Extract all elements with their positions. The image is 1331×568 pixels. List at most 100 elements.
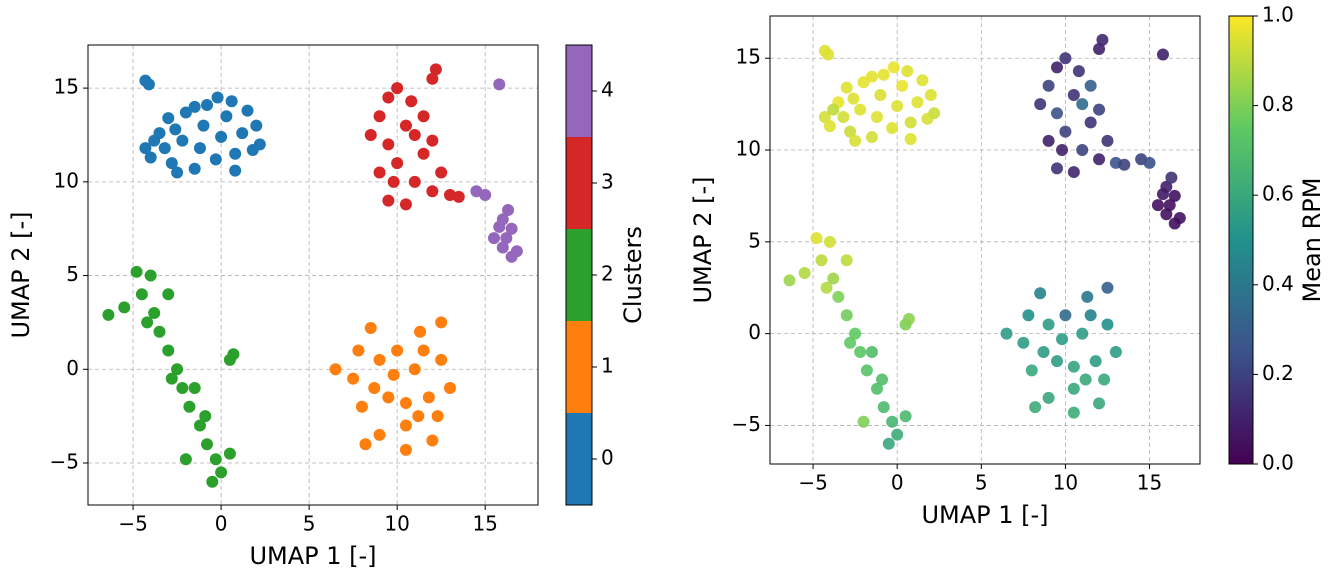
point <box>783 274 796 287</box>
point <box>422 391 435 404</box>
point <box>329 363 342 376</box>
point <box>886 122 899 134</box>
colorbar-tick-label: 0.2 <box>1262 361 1294 385</box>
point <box>860 364 873 377</box>
y-tick-label: 0 <box>748 320 761 344</box>
point <box>1034 287 1047 300</box>
point <box>1098 373 1111 386</box>
point <box>1067 382 1080 395</box>
point <box>899 410 912 423</box>
point <box>1093 153 1106 166</box>
point <box>391 344 404 357</box>
y-tick-label: 15 <box>54 75 79 99</box>
point <box>201 98 214 111</box>
point <box>500 232 513 245</box>
point <box>236 127 249 140</box>
point <box>220 110 233 123</box>
point <box>373 353 386 366</box>
point <box>832 290 845 303</box>
point <box>209 453 222 466</box>
point <box>891 99 904 112</box>
point <box>877 401 890 414</box>
point <box>443 382 456 395</box>
x-tick-label: 15 <box>472 512 497 536</box>
point <box>865 131 878 144</box>
colorbar-band <box>566 45 592 137</box>
point <box>818 110 831 123</box>
point <box>1081 290 1094 303</box>
point <box>854 103 867 116</box>
point <box>139 142 152 155</box>
point <box>412 410 425 423</box>
point <box>391 157 404 170</box>
point <box>1143 156 1156 169</box>
point <box>823 120 836 133</box>
point <box>359 438 372 451</box>
y-tick-label: 15 <box>736 45 761 69</box>
colorbar-frame <box>1228 15 1254 465</box>
point <box>382 91 395 104</box>
point <box>141 316 154 329</box>
point <box>387 368 400 381</box>
y-tick-label: −5 <box>50 450 79 474</box>
point <box>1076 144 1089 157</box>
point <box>1163 199 1176 212</box>
point <box>505 222 518 235</box>
point <box>1084 309 1097 322</box>
point <box>165 157 178 170</box>
point <box>352 344 365 357</box>
point <box>798 267 811 280</box>
point <box>840 254 853 267</box>
point <box>162 344 175 357</box>
point <box>1034 98 1047 111</box>
x-tick-label: −5 <box>118 512 147 536</box>
point <box>165 372 178 385</box>
point <box>382 194 395 207</box>
x-tick-label: 10 <box>1053 471 1078 495</box>
point <box>387 175 400 188</box>
point <box>1109 346 1122 358</box>
point <box>429 63 442 76</box>
point <box>1101 318 1114 331</box>
point <box>382 391 395 404</box>
point <box>1051 107 1064 120</box>
point <box>229 147 242 160</box>
x-axis-label: UMAP 1 [-] <box>921 501 1048 529</box>
point <box>901 65 914 78</box>
point <box>171 166 184 179</box>
point <box>135 288 148 301</box>
x-tick-label: 0 <box>215 512 228 536</box>
point <box>849 327 862 340</box>
point <box>911 96 924 109</box>
colorbar-tick-label: 0 <box>601 446 614 470</box>
colorbar-tick-label: 0.4 <box>1262 271 1294 295</box>
point <box>1025 364 1038 377</box>
axes-frame <box>769 15 1201 465</box>
point <box>176 382 189 395</box>
point <box>1084 79 1097 92</box>
point <box>493 78 506 91</box>
point <box>142 78 155 91</box>
colorbar-tick-label: 4 <box>601 78 614 102</box>
colorbar-band <box>566 321 592 413</box>
point <box>865 346 878 358</box>
point <box>399 198 412 211</box>
point <box>223 447 236 460</box>
point <box>1022 309 1035 322</box>
point <box>1165 171 1178 184</box>
points <box>102 63 523 488</box>
point <box>183 400 196 413</box>
point <box>417 147 430 160</box>
point <box>844 125 857 138</box>
point <box>1151 199 1164 212</box>
point <box>1037 346 1050 358</box>
point <box>102 308 115 321</box>
point <box>505 250 518 263</box>
point <box>496 241 509 254</box>
point <box>902 312 915 325</box>
point <box>229 164 242 177</box>
colorbar-tick-label: 1 <box>601 354 614 378</box>
point <box>823 235 836 248</box>
point <box>201 438 214 451</box>
